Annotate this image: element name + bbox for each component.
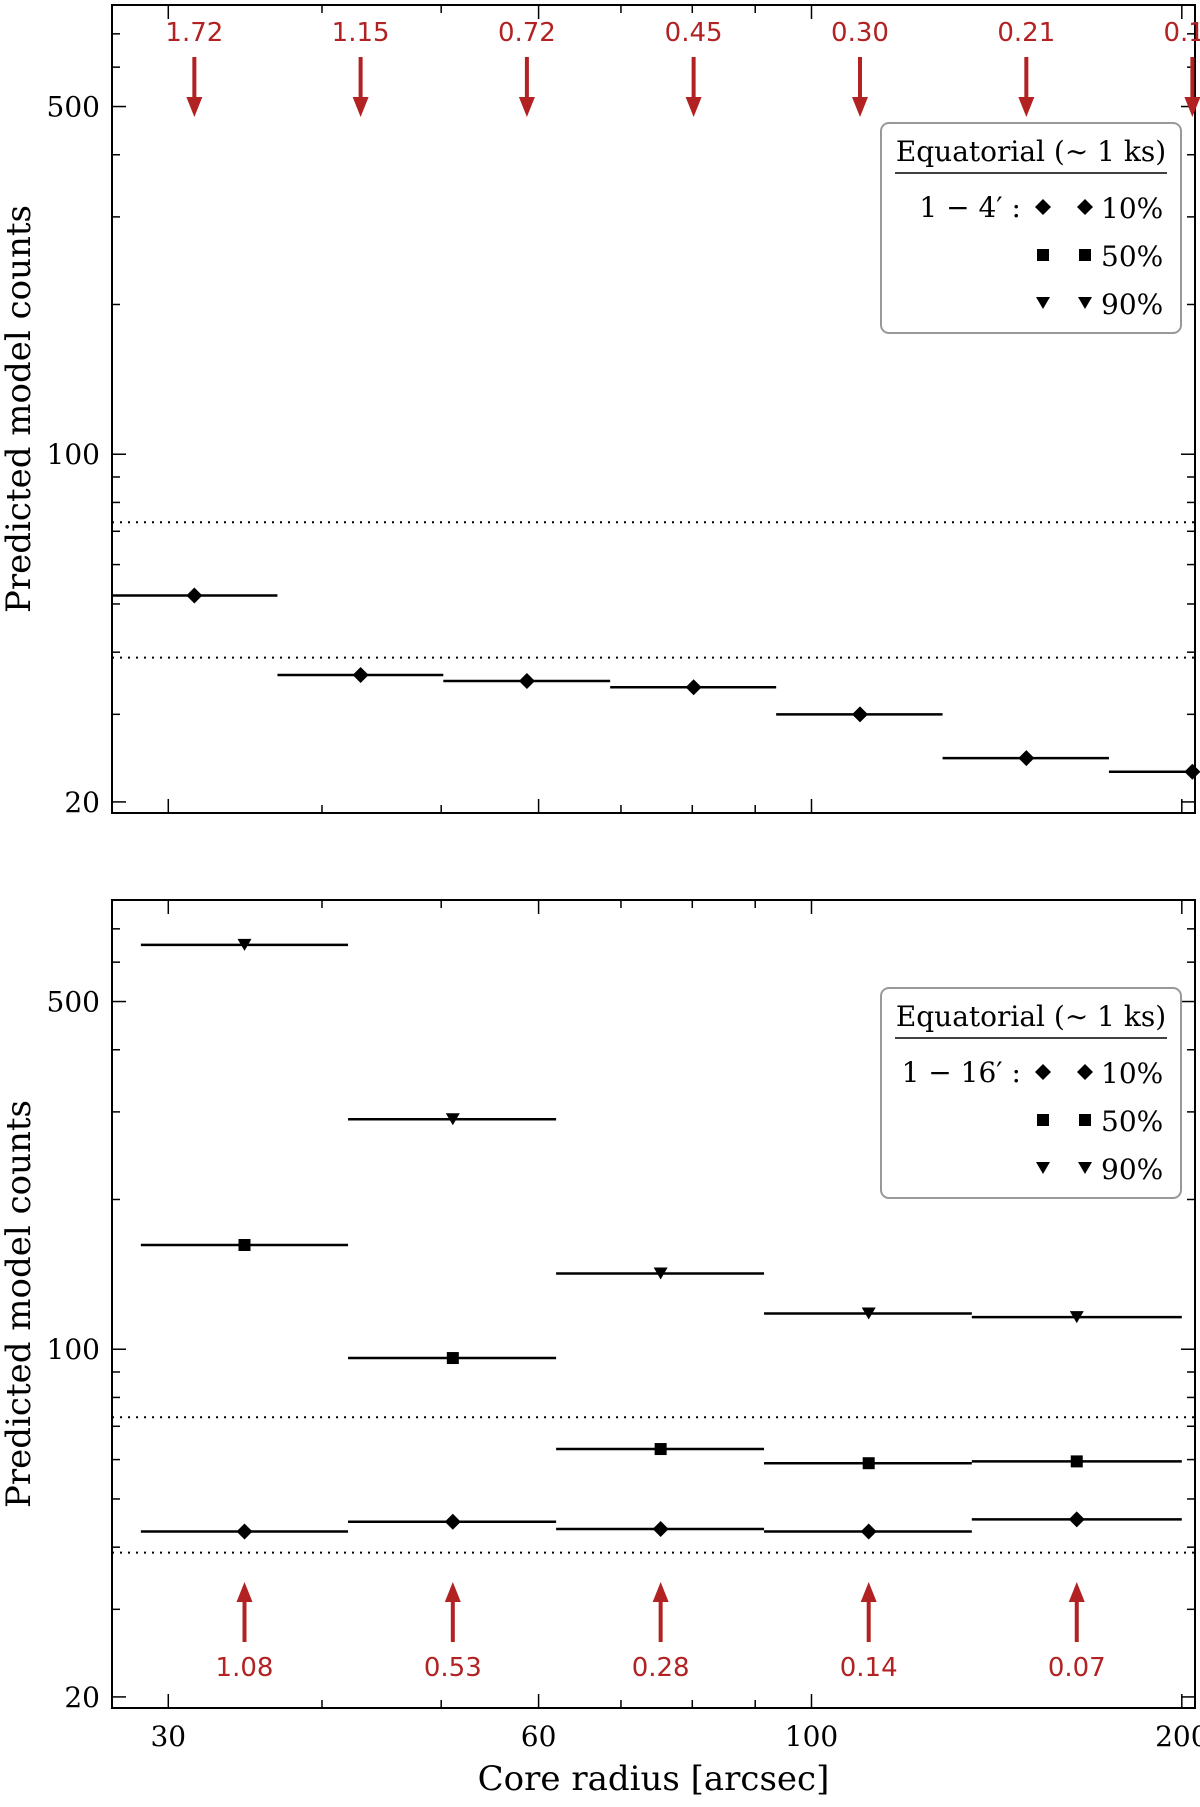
annotation-label: 0.07 — [1048, 1653, 1106, 1683]
data-point-triangle-down — [861, 1307, 876, 1320]
data-point-diamond — [851, 706, 868, 723]
data-point-diamond — [352, 666, 369, 683]
annotation-label: 0.21 — [997, 18, 1055, 48]
annotation-arrow — [186, 57, 203, 117]
legend-entry-label: 50% — [1101, 240, 1163, 273]
y-tick-label: 20 — [64, 786, 100, 819]
plot-frame — [111, 899, 1196, 1709]
legend-marker-triangle-down — [1036, 1162, 1050, 1174]
data-point-diamond — [236, 1523, 253, 1540]
legend: Equatorial (∼ 1 ks) 1 − 4′ : 10% 50% 90% — [880, 122, 1182, 334]
legend-title: Equatorial (∼ 1 ks) — [896, 135, 1166, 168]
data-point-square — [446, 1352, 459, 1365]
data-point-diamond — [1018, 750, 1035, 767]
annotation-label: 0.72 — [498, 18, 556, 48]
legend-box — [880, 987, 1182, 1199]
legend-entry-label: 90% — [1101, 1153, 1163, 1186]
legend: Equatorial (∼ 1 ks) 1 − 16′ : 10% 50% 90% — [880, 987, 1182, 1199]
legend-marker-diamond — [1077, 199, 1093, 215]
y-tick-label: 500 — [47, 91, 100, 124]
legend-marker-triangle-down — [1036, 297, 1050, 309]
data-point-triangle-down — [1069, 1311, 1084, 1324]
x-tick-label: 100 — [785, 1720, 838, 1753]
annotation-arrow — [444, 1582, 461, 1642]
y-tick-label: 100 — [47, 438, 100, 471]
data-point-diamond — [444, 1513, 461, 1530]
annotation-label: 0.30 — [831, 18, 889, 48]
legend-range-label: 1 − 16′ : — [902, 1056, 1021, 1089]
annotation-arrow — [518, 57, 535, 117]
data-point-square — [862, 1457, 875, 1470]
legend-marker-square — [1037, 1114, 1049, 1126]
legend-entry-label: 10% — [1101, 1057, 1163, 1090]
legend-title: Equatorial (∼ 1 ks) — [896, 1000, 1166, 1033]
lower-panel: 20 100 500 30 60 100 200 Predicted model counts… — [0, 899, 1200, 1753]
annotation-arrow — [685, 57, 702, 117]
annotation-label: 0.14 — [840, 1653, 898, 1683]
data-point-triangle-down — [653, 1267, 668, 1280]
legend-marker-square — [1037, 249, 1049, 261]
annotation-label: 0.53 — [424, 1653, 482, 1683]
annotation-label: 0.45 — [665, 18, 723, 48]
annotation-arrow — [352, 57, 369, 117]
data-point-diamond — [685, 679, 702, 696]
data-point-triangle-down — [445, 1113, 460, 1126]
legend-entry-label: 10% — [1101, 192, 1163, 225]
annotation-arrow — [236, 1582, 253, 1642]
data-point-square — [1070, 1455, 1083, 1468]
y-tick-label: 20 — [64, 1681, 100, 1714]
legend-marker-square — [1079, 1114, 1091, 1126]
data-point-triangle-down — [237, 938, 252, 951]
annotation-arrow — [851, 57, 868, 117]
legend-box — [880, 122, 1182, 334]
x-axis-label: Core radius [arcsec] — [478, 1759, 830, 1799]
legend-entry-label: 50% — [1101, 1105, 1163, 1138]
data-point-diamond — [518, 673, 535, 690]
legend-entry-label: 90% — [1101, 288, 1163, 321]
annotation-arrow — [1018, 57, 1035, 117]
y-tick-label: 500 — [47, 986, 100, 1019]
data-point-diamond — [1184, 763, 1200, 780]
plot-frame — [111, 4, 1196, 814]
annotation-arrow — [860, 1582, 877, 1642]
x-tick-label: 30 — [150, 1720, 186, 1753]
data-point-square — [654, 1443, 667, 1456]
legend-marker-diamond — [1077, 1064, 1093, 1080]
data-point-square — [238, 1239, 251, 1252]
legend-marker-diamond — [1035, 199, 1051, 215]
annotation-arrow — [652, 1582, 669, 1642]
legend-marker-diamond — [1035, 1064, 1051, 1080]
legend-marker-triangle-down — [1078, 297, 1092, 309]
legend-range-label: 1 − 4′ : — [919, 191, 1021, 224]
data-point-diamond — [652, 1521, 669, 1538]
annotation-label: 0.28 — [632, 1653, 690, 1683]
y-axis-label: Predicted model counts — [0, 205, 39, 613]
legend-marker-triangle-down — [1078, 1162, 1092, 1174]
legend-marker-square — [1079, 249, 1091, 261]
annotation-label: 1.08 — [216, 1653, 274, 1683]
data-point-diamond — [186, 587, 203, 604]
y-tick-label: 100 — [47, 1333, 100, 1366]
annotation-arrow — [1184, 57, 1200, 117]
data-point-diamond — [1068, 1511, 1085, 1528]
annotation-label: 0.14 — [1163, 18, 1200, 48]
y-axis-label: Predicted model counts — [0, 1100, 39, 1508]
annotation-arrow — [1068, 1582, 1085, 1642]
data-point-diamond — [860, 1523, 877, 1540]
x-tick-label: 200 — [1155, 1720, 1200, 1753]
annotation-label: 1.72 — [165, 18, 223, 48]
x-tick-label: 60 — [521, 1720, 557, 1753]
annotation-label: 1.15 — [332, 18, 390, 48]
upper-panel: 20 100 500 Predicted model counts 1.72 1.15 0.… — [0, 4, 1200, 819]
